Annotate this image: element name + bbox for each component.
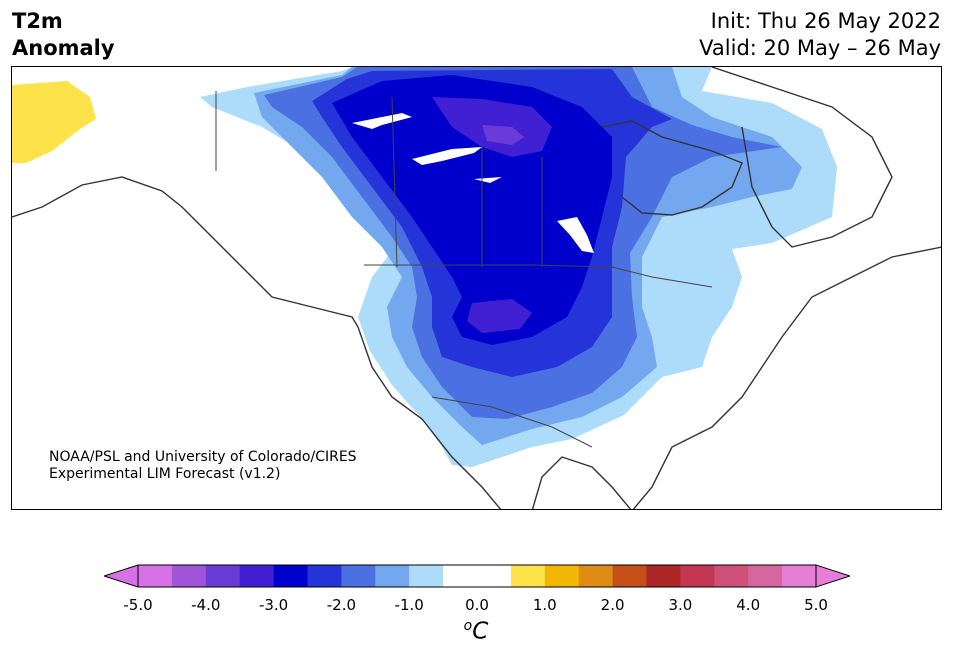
colorbar-tick-label: -5.0 [123,596,153,614]
colorbar-outline [137,564,817,588]
colorbar-tick-label: -4.0 [191,596,221,614]
colorbar-cell [375,565,410,587]
coastline-gulf [531,456,632,509]
credit-line-1: NOAA/PSL and University of Colorado/CIRE… [49,449,357,465]
border-us-mexico [431,396,593,448]
forecast-dates: Init: Thu 26 May 2022 Valid: 20 May – 26… [699,8,941,62]
border-us-canada [364,264,713,288]
colorbar-cells [138,565,817,587]
colorbar-tick-label: -2.0 [326,596,357,614]
warm-anomaly-alaska [12,81,96,163]
credit-line-2: Experimental LIM Forecast (v1.2) [49,466,281,482]
great-slave-lake [352,113,412,129]
colorbar-unit: oC [464,618,489,645]
colorbar-tick-labels: -5.0 -4.0 -3.0 -2.0 -1.0 0.0 1.0 2.0 3.0 4.0 5.0 [0,596,953,616]
colorbar-cell [409,565,444,587]
colorbar-under-arrow [104,564,139,588]
colorbar-tick-label: -3.0 [258,596,289,614]
title-line-2: Anomaly [12,36,115,60]
colorbar-cell [748,565,783,587]
colorbar-cell [138,565,173,587]
border-provinces [391,96,543,268]
valid-date: Valid: 20 May – 26 May [699,36,941,60]
title-line-1: T2m [12,9,63,33]
anomaly-band-purple [482,125,524,145]
colorbar-tick-label: 5.0 [804,596,828,614]
colorbar-cell [544,565,580,587]
init-date: Init: Thu 26 May 2022 [710,9,941,33]
colorbar-cell [171,565,207,587]
colorbar-cell [443,565,478,587]
colorbar-tick-label: 3.0 [668,596,693,614]
colorbar-tick-label: 0.0 [465,596,489,614]
anomaly-band-violet-south [467,299,532,333]
great-bear-lake [412,147,482,165]
unit-superscript: o [463,618,473,634]
map-title: T2m Anomaly [12,8,115,62]
colorbar-tick-label: 2.0 [600,596,625,614]
map-canvas [12,67,941,509]
colorbar-cell [714,565,749,587]
lake-athabasca [474,177,502,183]
colorbar-tick-label: -1.0 [394,596,424,614]
colorbar-cell [578,565,614,587]
colorbar-cell [205,565,241,587]
colorbar-tick-label: 1.0 [532,596,557,614]
colorbar-cell [307,565,342,587]
colorbar-cell [341,565,376,587]
colorbar-cell [239,565,275,587]
unit-letter: C [472,618,489,645]
anomaly-map [11,66,942,510]
lake-winnipeg [557,217,594,253]
colorbar-cell [273,565,308,587]
greenland-coast [711,67,893,248]
colorbar-cell [646,565,681,587]
coastline-west [12,176,502,509]
colorbar-cell [680,565,715,587]
colorbar-tick-label: 4.0 [736,596,761,614]
colorbar-cell [612,565,647,587]
colorbar [104,564,850,588]
credit-text: NOAA/PSL and University of Colorado/CIRE… [49,449,357,483]
coastline-east [632,246,941,509]
hudson-bay-coast [601,120,743,216]
colorbar-cell [477,565,512,587]
colorbar-cell [782,565,817,587]
colorbar-over-arrow [815,564,850,588]
colorbar-cell [510,565,546,587]
